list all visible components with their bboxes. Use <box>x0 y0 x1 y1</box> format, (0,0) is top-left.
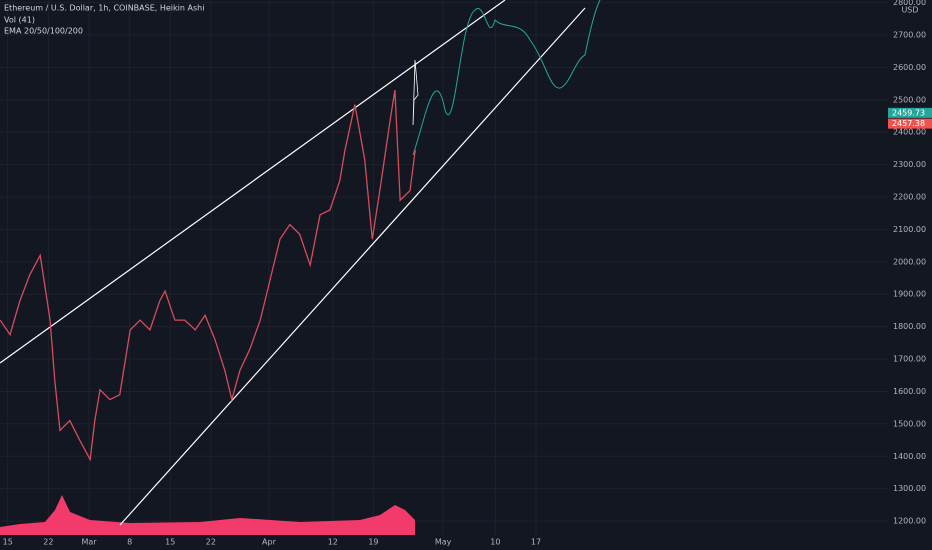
y-tick-label: 2800.00 <box>893 0 926 7</box>
price-axis <box>888 0 932 550</box>
x-tick-label: 17 <box>531 538 541 547</box>
grid <box>0 0 888 535</box>
chart-title: Ethereum / U.S. Dollar, 1h, COINBASE, He… <box>4 4 204 13</box>
x-tick-label: 19 <box>368 538 378 547</box>
volume-area <box>0 495 415 535</box>
price-tag <box>888 118 932 129</box>
price-tag <box>888 107 932 118</box>
y-tick-label: 1900.00 <box>893 290 926 299</box>
plot <box>0 89 416 462</box>
x-tick-label: 12 <box>328 538 338 547</box>
trendline-upper <box>0 0 506 364</box>
y-tick-label: 2500.00 <box>893 95 926 104</box>
y-tick-label: 2100.00 <box>893 225 926 234</box>
x-tick-label: 10 <box>490 538 500 547</box>
y-tick-label: 1300.00 <box>893 484 926 493</box>
y-tick-label: 1200.00 <box>893 517 926 526</box>
price-line <box>0 89 416 462</box>
y-tick-label: 2300.00 <box>893 160 926 169</box>
y-tick-label: 2000.00 <box>893 257 926 266</box>
projection-sketch <box>412 59 419 126</box>
y-tick-label: 2400.00 <box>893 128 926 137</box>
indicator-label: Vol (41) <box>4 16 35 25</box>
x-tick-label: May <box>435 538 452 547</box>
y-tick-label: 1400.00 <box>893 452 926 461</box>
trendline-lower <box>119 7 586 526</box>
indicator-label: EMA 20/50/100/200 <box>4 27 83 36</box>
y-tick-label: 1500.00 <box>893 419 926 428</box>
axes: 1200.00 1300.00 1400.00 1500.00 1600.00 1700.… <box>3 0 932 547</box>
y-tick-label: 2200.00 <box>893 193 926 202</box>
y-tick-label: 1600.00 <box>893 387 926 396</box>
x-tick-label: Apr <box>262 538 277 547</box>
x-tick-label: 15 <box>3 538 13 547</box>
projection-path <box>412 0 601 156</box>
x-tick-label: Mar <box>81 538 97 547</box>
x-tick-label: 22 <box>206 538 216 547</box>
currency-label: USD <box>901 6 918 15</box>
x-tick-label: 15 <box>165 538 175 547</box>
y-tick-label: 2700.00 <box>893 30 926 39</box>
x-tick-label: 22 <box>43 538 53 547</box>
price-tag-label: 2457.38 <box>892 119 925 128</box>
y-tick-label: 2600.00 <box>893 63 926 72</box>
x-tick-label: 8 <box>127 538 132 547</box>
y-tick-label: 1800.00 <box>893 322 926 331</box>
price-tag-label: 2459.73 <box>892 108 925 117</box>
y-tick-label: 1700.00 <box>893 355 926 364</box>
